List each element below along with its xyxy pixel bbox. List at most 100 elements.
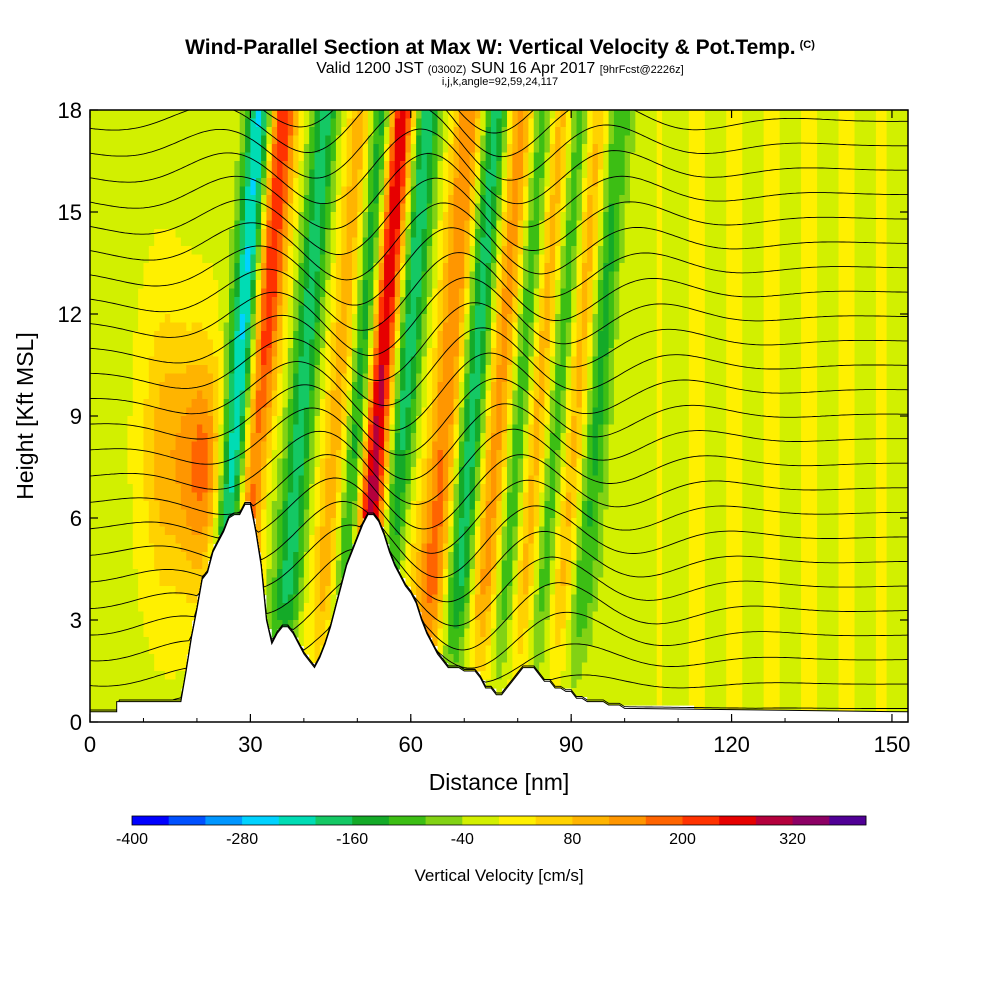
- velocity-cell: [368, 374, 374, 383]
- velocity-cell: [502, 204, 508, 213]
- velocity-cell: [892, 297, 898, 306]
- velocity-cell: [122, 246, 128, 255]
- velocity-cell: [507, 365, 513, 374]
- velocity-cell: [523, 357, 529, 366]
- velocity-cell: [176, 280, 182, 289]
- velocity-cell: [566, 212, 572, 221]
- velocity-cell: [272, 331, 278, 340]
- velocity-cell: [245, 331, 251, 340]
- velocity-cell: [272, 161, 278, 170]
- velocity-cell: [694, 365, 700, 374]
- velocity-cell: [454, 238, 460, 247]
- velocity-cell: [101, 365, 107, 374]
- velocity-cell: [299, 136, 305, 145]
- velocity-cell: [822, 144, 828, 153]
- velocity-cell: [753, 263, 759, 272]
- velocity-cell: [95, 263, 101, 272]
- velocity-cell: [272, 374, 278, 383]
- velocity-cell: [475, 263, 481, 272]
- velocity-cell: [550, 136, 556, 145]
- velocity-cell: [464, 170, 470, 179]
- velocity-cell: [507, 204, 513, 213]
- velocity-cell: [470, 314, 476, 323]
- velocity-cell: [699, 365, 705, 374]
- velocity-cell: [860, 212, 866, 221]
- velocity-cell: [170, 127, 176, 136]
- velocity-cell: [384, 365, 390, 374]
- velocity-cell: [512, 263, 518, 272]
- velocity-cell: [721, 272, 727, 281]
- velocity-cell: [774, 365, 780, 374]
- velocity-cell: [432, 161, 438, 170]
- velocity-cell: [486, 382, 492, 391]
- velocity-cell: [710, 323, 716, 332]
- velocity-cell: [785, 255, 791, 264]
- velocity-cell: [555, 127, 561, 136]
- velocity-cell: [352, 229, 358, 238]
- velocity-cell: [277, 221, 283, 230]
- velocity-cell: [341, 212, 347, 221]
- velocity-cell: [871, 280, 877, 289]
- velocity-cell: [817, 314, 823, 323]
- velocity-cell: [518, 229, 524, 238]
- velocity-cell: [234, 323, 240, 332]
- velocity-cell: [806, 221, 812, 230]
- velocity-cell: [443, 212, 449, 221]
- velocity-cell: [689, 272, 695, 281]
- velocity-cell: [234, 340, 240, 349]
- velocity-cell: [325, 119, 331, 128]
- velocity-cell: [208, 357, 214, 366]
- velocity-cell: [464, 348, 470, 357]
- velocity-cell: [266, 272, 272, 281]
- velocity-cell: [133, 144, 139, 153]
- velocity-cell: [849, 170, 855, 179]
- velocity-cell: [405, 170, 411, 179]
- velocity-cell: [785, 238, 791, 247]
- velocity-cell: [897, 238, 903, 247]
- velocity-cell: [758, 153, 764, 162]
- velocity-cell: [405, 280, 411, 289]
- velocity-cell: [742, 110, 748, 119]
- velocity-cell: [427, 289, 433, 298]
- velocity-cell: [619, 170, 625, 179]
- velocity-cell: [683, 365, 689, 374]
- velocity-cell: [742, 323, 748, 332]
- velocity-cell: [865, 340, 871, 349]
- velocity-cell: [192, 153, 198, 162]
- velocity-cell: [325, 161, 331, 170]
- velocity-cell: [860, 297, 866, 306]
- velocity-cell: [801, 365, 807, 374]
- velocity-cell: [475, 297, 481, 306]
- velocity-cell: [539, 229, 545, 238]
- velocity-cell: [331, 119, 337, 128]
- velocity-cell: [871, 331, 877, 340]
- velocity-cell: [111, 246, 117, 255]
- velocity-cell: [512, 212, 518, 221]
- velocity-cell: [705, 357, 711, 366]
- velocity-cell: [379, 178, 385, 187]
- velocity-cell: [186, 229, 192, 238]
- velocity-cell: [518, 221, 524, 230]
- velocity-cell: [357, 365, 363, 374]
- velocity-cell: [662, 246, 668, 255]
- velocity-cell: [790, 374, 796, 383]
- velocity-cell: [534, 323, 540, 332]
- velocity-cell: [395, 280, 401, 289]
- velocity-cell: [732, 365, 738, 374]
- velocity-cell: [454, 280, 460, 289]
- velocity-cell: [438, 238, 444, 247]
- velocity-cell: [577, 382, 583, 391]
- velocity-cell: [534, 280, 540, 289]
- velocity-cell: [438, 170, 444, 179]
- velocity-cell: [710, 331, 716, 340]
- velocity-cell: [817, 246, 823, 255]
- velocity-cell: [780, 178, 786, 187]
- velocity-cell: [352, 195, 358, 204]
- velocity-cell: [438, 144, 444, 153]
- velocity-cell: [566, 374, 572, 383]
- velocity-cell: [801, 255, 807, 264]
- velocity-cell: [646, 365, 652, 374]
- velocity-cell: [667, 178, 673, 187]
- velocity-cell: [197, 306, 203, 315]
- velocity-cell: [598, 331, 604, 340]
